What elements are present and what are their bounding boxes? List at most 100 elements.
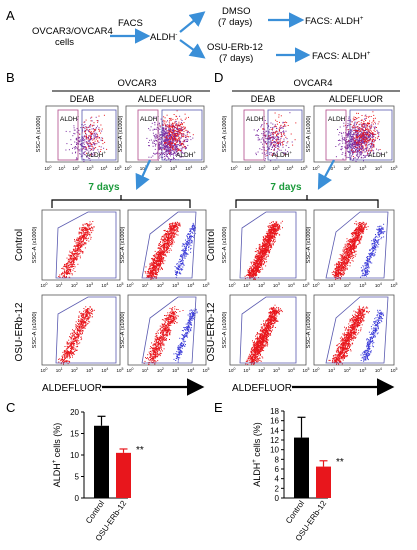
xticks-top-1: 100 101 102 103 104 105 [45, 165, 122, 171]
category-label-0: Control [84, 499, 106, 525]
x-tick-label: 104 [288, 367, 295, 373]
ylabel-top-1: SSC-A (x1000) [36, 115, 42, 152]
panel-label-e: E [214, 400, 223, 415]
x-tick-label: 100 [41, 367, 48, 373]
x-tick-label: 105 [391, 165, 398, 171]
x-tick-label: 103 [273, 165, 280, 171]
x-tick-label: 100 [41, 282, 48, 288]
x-tick-label: 105 [301, 165, 308, 171]
bracket-left [51, 199, 191, 208]
plot-ovcar3-deab [45, 105, 119, 163]
x-tick-label: 100 [231, 165, 238, 171]
row-label-osu-left: OSU-ERb-12 [14, 302, 25, 361]
xlabel-right: ALDEFLUOR [232, 383, 292, 394]
xticks-ctrl-3: 100 101 102 103 104 105 [229, 282, 310, 288]
bar-1 [116, 452, 131, 498]
plot-ovcar4-aldefluor [313, 105, 395, 163]
plot-ovcar4-osu-deab [229, 294, 307, 366]
gate-label-pos-2: ALDH+ [176, 150, 196, 159]
schema-start-line1: OVCAR3/OVCAR4 [32, 26, 113, 37]
x-tick-label: 100 [313, 165, 320, 171]
y-tick-label: 4 [275, 475, 280, 484]
ylabel-ctrl-3: SSC-A (x1000) [222, 226, 228, 263]
svg-text:SSC-A (x1000): SSC-A (x1000) [36, 115, 42, 152]
x-tick-label: 104 [375, 282, 382, 288]
x-tick-label: 102 [258, 367, 265, 373]
x-tick-label: 101 [245, 165, 252, 171]
x-tick-label: 101 [59, 165, 66, 171]
x-tick-label: 103 [273, 282, 280, 288]
significance-mark: ** [136, 445, 144, 456]
xticks-top-4: 100 101 102 103 104 105 [313, 165, 398, 171]
x-tick-label: 102 [258, 282, 265, 288]
x-tick-label: 105 [203, 367, 210, 373]
schema-arrow-up [179, 11, 206, 33]
x-tick-label: 104 [185, 165, 192, 171]
svg-text:SSC-A (x1000): SSC-A (x1000) [306, 115, 312, 152]
plot-ovcar3-aldefluor [125, 105, 205, 163]
row-label-control-left: Control [14, 229, 25, 261]
bracket-right [235, 199, 379, 208]
xticks-osu-3: 100 101 102 103 104 105 [229, 367, 310, 373]
x-tick-label: 104 [187, 367, 194, 373]
x-tick-label: 105 [201, 165, 208, 171]
ylabel-ctrl-2: SSC-A (x1000) [120, 226, 126, 263]
category-label-0: Control [284, 499, 306, 525]
panel-label-a: A [6, 8, 15, 23]
gate-label-neg-3: ALDH- [246, 114, 265, 123]
x-tick-label: 101 [243, 367, 250, 373]
x-tick-label: 103 [172, 367, 179, 373]
x-tick-label: 101 [142, 367, 149, 373]
x-tick-label: 101 [243, 282, 250, 288]
x-tick-label: 102 [157, 367, 164, 373]
x-tick-label: 105 [117, 282, 124, 288]
x-tick-label: 100 [125, 165, 132, 171]
svg-text:SSC-A (x1000): SSC-A (x1000) [222, 115, 228, 152]
plot-ovcar4-deab [231, 105, 305, 163]
col-deab-right: DEAB [251, 94, 276, 104]
x-tick-label: 103 [172, 282, 179, 288]
x-tick-label: 101 [328, 367, 335, 373]
ylabel-osu-3: SSC-A (x1000) [222, 311, 228, 348]
xticks-ctrl-2: 100 101 102 103 104 105 [127, 282, 210, 288]
gate-label-neg-4: ALDH- [328, 114, 347, 123]
cell-line-right: OVCAR4 [293, 78, 332, 89]
schema-facs: FACS [118, 18, 143, 29]
x-tick-label: 105 [115, 165, 122, 171]
bar-0 [294, 437, 309, 498]
x-tick-label: 101 [328, 165, 335, 171]
x-tick-label: 100 [313, 367, 320, 373]
x-tick-label: 105 [117, 367, 124, 373]
x-tick-label: 101 [328, 282, 335, 288]
x-tick-label: 102 [155, 165, 162, 171]
y-tick-label: 10 [70, 451, 79, 460]
plot-ovcar3-control-deab [41, 209, 121, 281]
col-aldefluor-left: ALDEFLUOR [138, 94, 193, 104]
gate-label-pos-4: ALDH+ [368, 150, 388, 159]
x-tick-label: 102 [71, 282, 78, 288]
x-tick-label: 104 [101, 282, 108, 288]
xticks-ctrl-1: 100 101 102 103 104 105 [41, 282, 124, 288]
x-tick-label: 103 [87, 165, 94, 171]
ylabel-osu-1: SSC-A (x1000) [32, 311, 38, 348]
ylabel-top-2: SSC-A (x1000) [118, 115, 124, 152]
x-tick-label: 100 [127, 282, 134, 288]
schema-osu: OSU-ERb-12 [207, 42, 263, 53]
x-tick-label: 105 [391, 367, 398, 373]
y-tick-label: 2 [275, 484, 280, 493]
select-arrow-right [317, 159, 335, 190]
days-label-left: 7 days [88, 182, 120, 193]
ylabel-osu-2: SSC-A (x1000) [120, 311, 126, 348]
y-tick-label: 16 [270, 417, 279, 426]
days-label-right: 7 days [270, 182, 302, 193]
x-tick-label: 103 [359, 165, 366, 171]
schema-osu-days: (7 days) [219, 53, 253, 64]
x-tick-label: 101 [56, 367, 63, 373]
x-tick-label: 102 [71, 367, 78, 373]
x-tick-label: 104 [101, 165, 108, 171]
bar-0 [94, 425, 109, 498]
schema-dmso: DMSO [222, 6, 251, 17]
